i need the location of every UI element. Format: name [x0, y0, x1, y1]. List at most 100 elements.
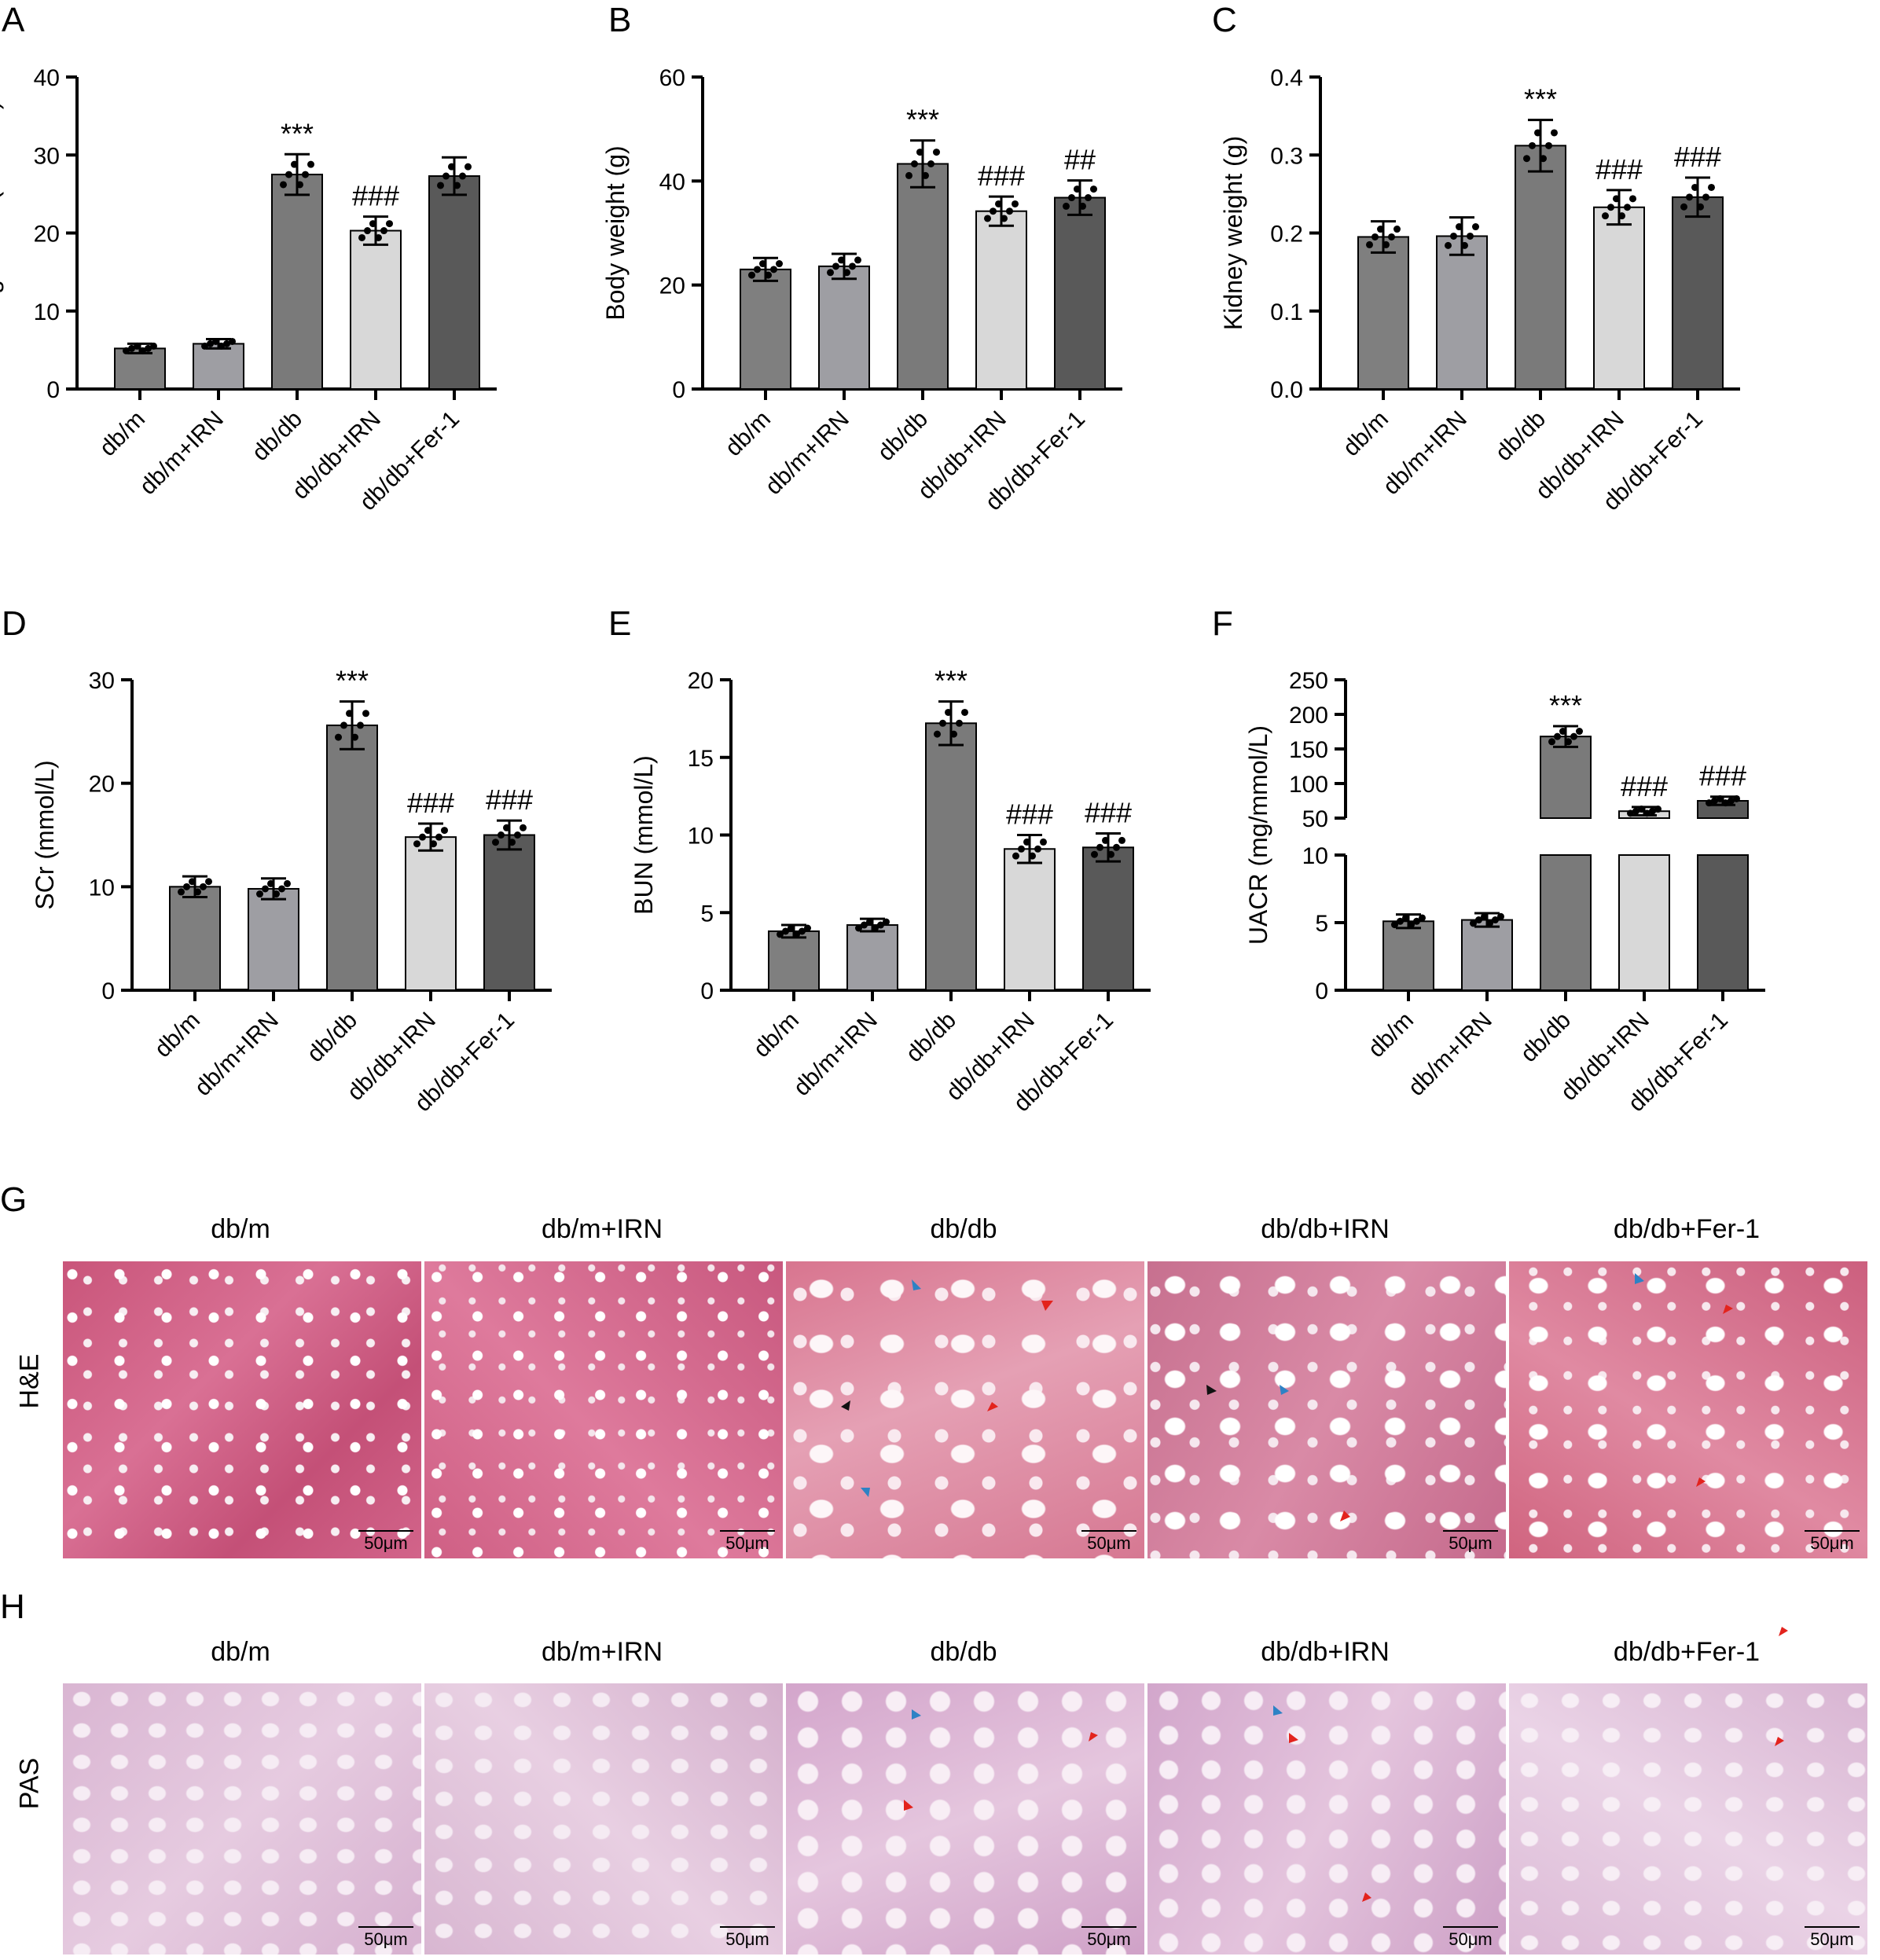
data-point — [1091, 850, 1098, 858]
data-point — [509, 839, 516, 846]
data-point — [950, 730, 957, 738]
y-tick-label: 150 — [1289, 737, 1328, 763]
data-point — [386, 220, 393, 228]
data-point — [1366, 240, 1373, 248]
data-point — [916, 149, 923, 156]
data-point — [1708, 183, 1715, 191]
pas-title-4: db/db+IRN — [1261, 1637, 1390, 1667]
data-point — [1001, 215, 1008, 222]
y-tick-label: 0 — [46, 377, 60, 403]
data-point — [990, 207, 997, 215]
he-title-5: db/db+Fer-1 — [1613, 1214, 1761, 1244]
panel-letter-c: C — [1212, 1, 1237, 39]
he-scale-bar-1: 50μm — [358, 1530, 413, 1554]
data-point — [1085, 194, 1092, 202]
data-point — [765, 271, 772, 279]
he-micrograph-db-m: 50μm — [61, 1260, 423, 1560]
data-point — [1456, 223, 1463, 231]
y-tick-label: 20 — [688, 668, 714, 694]
significance-label: *** — [281, 117, 314, 149]
bar-1 — [768, 930, 820, 991]
x-tick-label: db/m+IRN — [1379, 406, 1472, 500]
data-point — [498, 831, 505, 839]
data-point — [207, 340, 214, 347]
significance-label: ### — [1699, 760, 1746, 792]
data-point — [150, 342, 157, 350]
he-scale-bar-2: 50μm — [720, 1530, 775, 1554]
data-point — [335, 733, 342, 741]
y-tick-label: 50 — [1302, 806, 1328, 832]
y-tick-label: 10 — [89, 875, 115, 901]
data-point — [128, 344, 135, 352]
x-tick-label: db/m+IRN — [190, 1008, 284, 1101]
data-point — [357, 721, 364, 729]
pas-scale-bar-5: 50μm — [1805, 1926, 1860, 1950]
data-point — [267, 879, 274, 887]
data-point — [134, 342, 141, 350]
data-point — [843, 269, 850, 277]
data-point — [291, 160, 298, 168]
pas-micrograph-db-db-irn: 50μm — [1146, 1682, 1507, 1956]
y-tick-label: 100 — [1289, 772, 1328, 798]
x-tick-label: db/m — [1363, 1008, 1419, 1063]
panel-letter-h: H — [0, 1587, 25, 1626]
data-point — [1012, 852, 1019, 860]
bar-5 — [1697, 854, 1749, 991]
y-tick-label: 0 — [1315, 978, 1328, 1004]
data-point — [1113, 843, 1120, 851]
y-tick-label: 0 — [101, 978, 115, 1004]
bar-4 — [1593, 206, 1645, 390]
data-point — [922, 171, 929, 179]
x-tick-label: db/db — [303, 1008, 362, 1067]
panel-letter-f: F — [1212, 604, 1233, 643]
data-point — [1413, 917, 1420, 925]
pas-scale-bar-4: 50μm — [1443, 1926, 1498, 1950]
data-point — [419, 833, 426, 841]
bar-4 — [350, 229, 402, 390]
data-point — [1643, 809, 1651, 817]
data-point — [492, 839, 499, 846]
significance-label: ### — [1006, 798, 1053, 831]
bar-3 — [326, 724, 378, 992]
data-point — [754, 266, 761, 273]
data-point — [777, 930, 784, 938]
data-point — [413, 840, 420, 848]
data-point — [939, 719, 946, 727]
he-micrograph-db-db: 50μm — [784, 1260, 1146, 1560]
data-point — [1397, 917, 1404, 925]
data-point — [1470, 919, 1477, 927]
data-point — [995, 200, 1002, 207]
data-point — [1023, 838, 1030, 846]
pas-scale-bar-1: 50μm — [358, 1926, 413, 1950]
bar-5 — [1672, 196, 1724, 390]
bar-3 — [271, 174, 323, 390]
data-point — [1545, 141, 1552, 149]
y-tick-label: 200 — [1289, 703, 1328, 729]
y-axis-label: Kidney weight (g) — [1219, 136, 1247, 330]
bar-5 — [428, 175, 480, 391]
data-point — [1472, 223, 1479, 231]
significance-label: *** — [1549, 689, 1582, 721]
data-point — [1012, 200, 1019, 207]
panel-letter-a: A — [2, 1, 25, 39]
data-point — [1638, 806, 1645, 813]
data-point — [139, 347, 146, 354]
data-point — [1445, 241, 1452, 249]
he-scale-bar-3: 50μm — [1081, 1530, 1136, 1554]
data-point — [183, 883, 190, 890]
data-point — [1654, 806, 1662, 813]
y-axis-label: SCr (mmol/L) — [31, 760, 59, 909]
bar-1 — [1357, 236, 1409, 390]
data-point — [1529, 141, 1536, 149]
data-point — [1034, 845, 1041, 853]
data-point — [273, 890, 280, 898]
significance-label: ### — [352, 180, 399, 212]
data-point — [1492, 916, 1499, 924]
he-title-2: db/m+IRN — [542, 1214, 663, 1244]
data-point — [1627, 809, 1634, 817]
data-point — [1419, 914, 1426, 922]
data-point — [1402, 914, 1409, 922]
data-point — [1548, 738, 1555, 746]
data-point — [201, 342, 208, 350]
pas-micrograph-db-m-irn: 50μm — [423, 1682, 784, 1956]
